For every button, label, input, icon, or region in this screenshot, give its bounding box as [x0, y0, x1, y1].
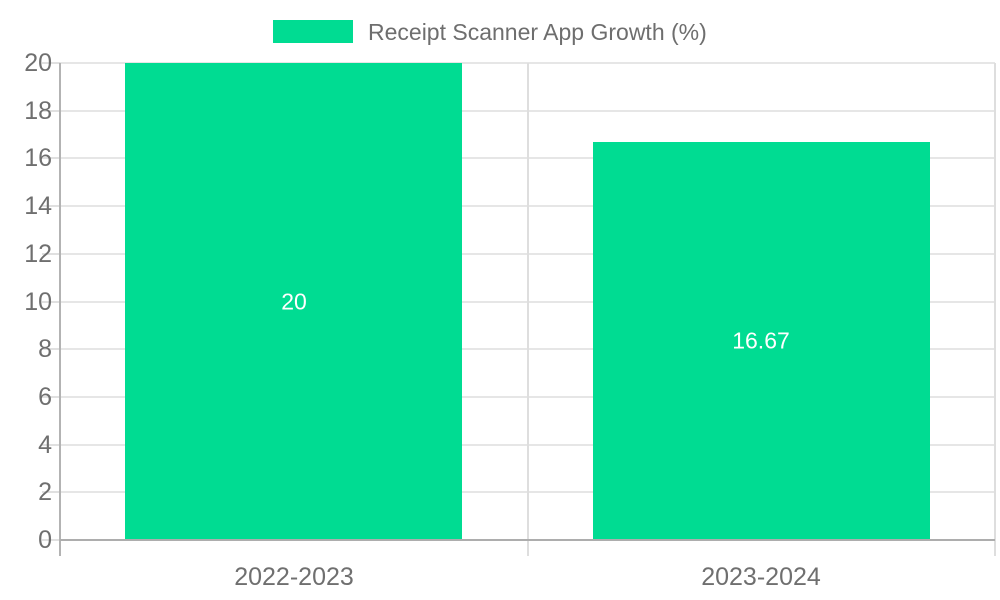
- y-tick: [42, 253, 60, 255]
- y-axis-tick-label: 20: [24, 49, 52, 77]
- y-tick: [42, 491, 60, 493]
- y-axis-tick-label: 6: [38, 383, 52, 411]
- legend-label: Receipt Scanner App Growth (%): [368, 19, 707, 45]
- bar-value-label: 20: [281, 288, 307, 315]
- y-axis-tick-label: 18: [24, 97, 52, 125]
- y-tick: [42, 110, 60, 112]
- y-axis-line: [59, 63, 61, 556]
- bar-value-label: 16.67: [732, 327, 790, 354]
- y-axis-tick-label: 12: [24, 240, 52, 268]
- y-tick: [42, 205, 60, 207]
- y-axis-tick-label: 8: [38, 335, 52, 363]
- category-boundary-gridline: [527, 63, 529, 556]
- y-tick: [42, 348, 60, 350]
- bar[interactable]: [593, 142, 930, 540]
- y-axis-tick-label: 10: [24, 288, 52, 316]
- x-axis-tick-label: 2023-2024: [701, 563, 821, 591]
- x-axis-tick-label: 2022-2023: [234, 563, 354, 591]
- legend-item[interactable]: Receipt Scanner App Growth (%): [0, 0, 1000, 55]
- x-axis-line: [60, 539, 995, 541]
- y-tick: [42, 157, 60, 159]
- legend-swatch: [273, 20, 353, 43]
- y-tick: [42, 301, 60, 303]
- y-axis-tick-label: 16: [24, 144, 52, 172]
- y-tick: [42, 396, 60, 398]
- y-tick: [42, 62, 60, 64]
- y-axis-tick-label: 4: [38, 431, 52, 459]
- category-boundary-gridline: [994, 63, 996, 556]
- y-tick: [42, 444, 60, 446]
- y-axis-tick-label: 0: [38, 526, 52, 554]
- bar[interactable]: [125, 63, 462, 540]
- y-axis-tick-label: 2: [38, 478, 52, 506]
- y-axis-tick-label: 14: [24, 192, 52, 220]
- y-tick: [42, 539, 60, 541]
